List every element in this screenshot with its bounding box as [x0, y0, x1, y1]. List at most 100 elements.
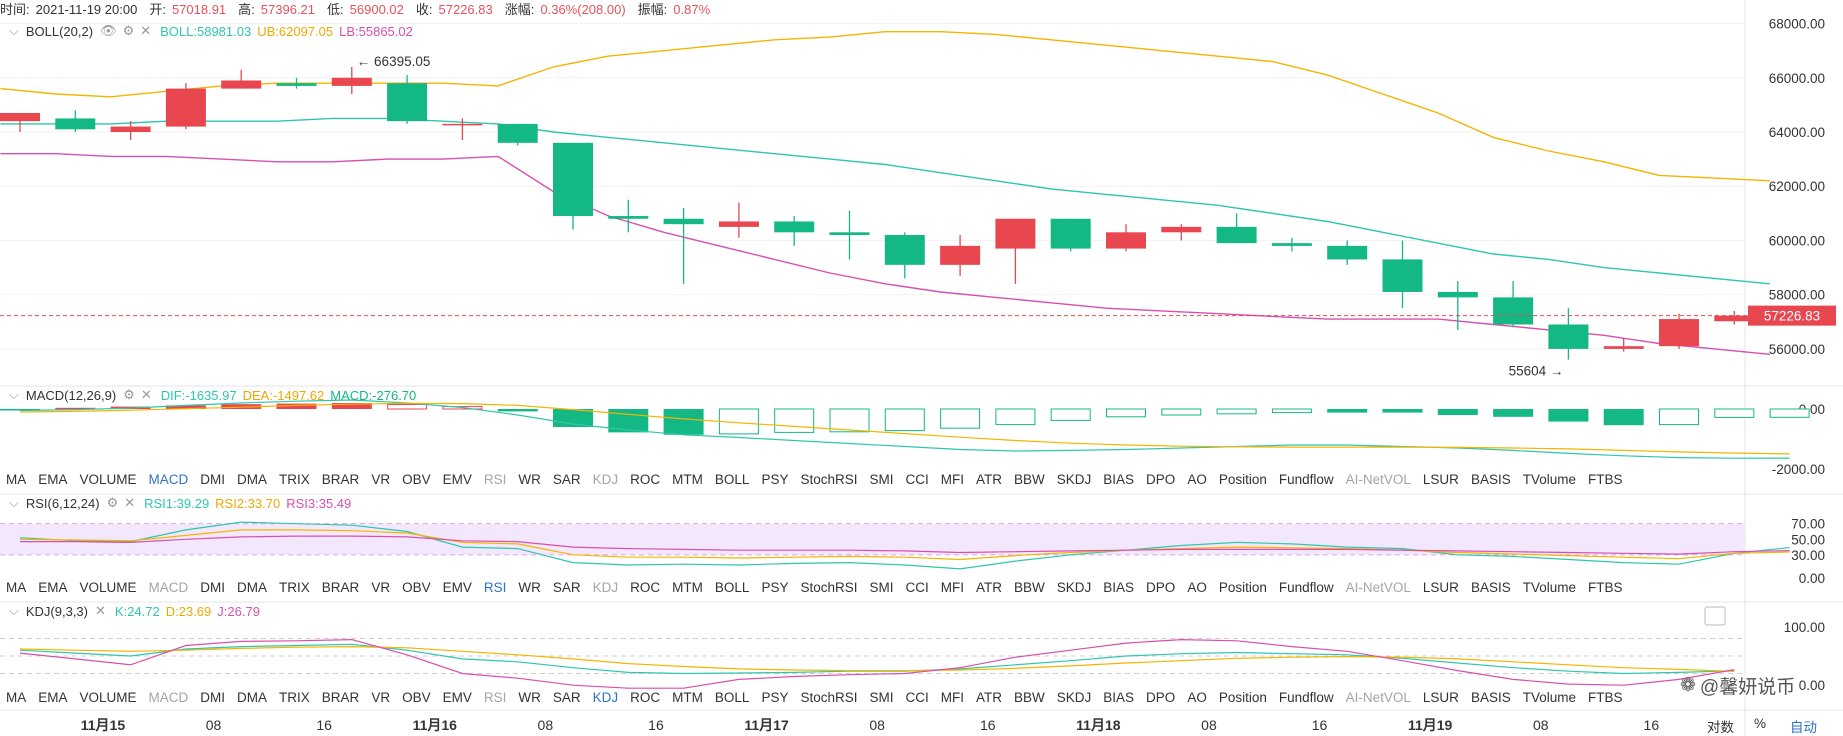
auto-scale-toggle[interactable]: 自动 — [1790, 720, 1817, 735]
tab-skdj[interactable]: SKDJ — [1056, 689, 1092, 705]
gear-icon[interactable]: ⚙ — [123, 387, 135, 402]
tab-obv[interactable]: OBV — [402, 689, 431, 705]
tab-wr[interactable]: WR — [518, 689, 541, 705]
tab-bias[interactable]: BIAS — [1103, 579, 1135, 595]
tab-ai-netvol[interactable]: AI-NetVOL — [1345, 471, 1411, 487]
tab-sar[interactable]: SAR — [552, 689, 581, 705]
tab-ma[interactable]: MA — [6, 471, 27, 487]
tab-bias[interactable]: BIAS — [1103, 689, 1135, 705]
tab-cci[interactable]: CCI — [905, 471, 929, 487]
tab-wr[interactable]: WR — [518, 471, 541, 487]
tab-macd[interactable]: MACD — [148, 689, 189, 705]
tab-kdj[interactable]: KDJ — [592, 471, 619, 487]
tab-psy[interactable]: PSY — [761, 579, 789, 595]
tab-atr[interactable]: ATR — [976, 471, 1002, 487]
tab-tvolume[interactable]: TVolume — [1522, 579, 1576, 595]
tab-position[interactable]: Position — [1218, 471, 1267, 487]
tab-mfi[interactable]: MFI — [940, 471, 964, 487]
tab-fundflow[interactable]: Fundflow — [1278, 471, 1334, 487]
tab-roc[interactable]: ROC — [630, 579, 661, 595]
tab-emv[interactable]: EMV — [442, 579, 472, 595]
tab-smi[interactable]: SMI — [869, 689, 894, 705]
tab-mtm[interactable]: MTM — [672, 579, 703, 595]
tab-ftbs[interactable]: FTBS — [1588, 579, 1623, 595]
tab-dma[interactable]: DMA — [237, 689, 268, 705]
tab-position[interactable]: Position — [1218, 689, 1267, 705]
tab-roc[interactable]: ROC — [630, 689, 661, 705]
collapse-chevron-icon[interactable]: ⌵ — [9, 387, 19, 402]
tab-rsi[interactable]: RSI — [483, 471, 507, 487]
eye-icon[interactable]: 👁 — [100, 23, 117, 38]
tab-volume[interactable]: VOLUME — [79, 689, 137, 705]
tab-boll[interactable]: BOLL — [714, 689, 750, 705]
collapse-chevron-icon[interactable]: ⌵ — [9, 495, 19, 510]
tab-trix[interactable]: TRIX — [279, 579, 310, 595]
tab-lsur[interactable]: LSUR — [1422, 471, 1459, 487]
tab-mtm[interactable]: MTM — [672, 689, 703, 705]
tab-stochrsi[interactable]: StochRSI — [800, 471, 858, 487]
tab-vr[interactable]: VR — [371, 689, 391, 705]
tab-dpo[interactable]: DPO — [1146, 689, 1176, 705]
tab-atr[interactable]: ATR — [976, 689, 1002, 705]
close-icon[interactable]: ✕ — [95, 603, 106, 618]
close-icon[interactable]: ✕ — [140, 23, 152, 38]
tab-rsi[interactable]: RSI — [483, 579, 507, 595]
tab-atr[interactable]: ATR — [976, 579, 1002, 595]
tab-boll[interactable]: BOLL — [714, 579, 750, 595]
tab-ao[interactable]: AO — [1187, 471, 1207, 487]
tab-ao[interactable]: AO — [1187, 579, 1207, 595]
tab-brar[interactable]: BRAR — [321, 471, 360, 487]
tab-stochrsi[interactable]: StochRSI — [800, 689, 858, 705]
tab-roc[interactable]: ROC — [630, 471, 661, 487]
tab-dmi[interactable]: DMI — [200, 689, 226, 705]
tab-mfi[interactable]: MFI — [940, 689, 964, 705]
tab-mfi[interactable]: MFI — [940, 579, 964, 595]
tab-basis[interactable]: BASIS — [1470, 471, 1511, 487]
tab-dmi[interactable]: DMI — [200, 471, 226, 487]
gear-icon[interactable]: ⚙ — [122, 23, 135, 38]
close-icon[interactable]: ✕ — [140, 387, 152, 402]
tab-ftbs[interactable]: FTBS — [1588, 471, 1623, 487]
tab-ao[interactable]: AO — [1187, 689, 1207, 705]
tab-cci[interactable]: CCI — [905, 579, 929, 595]
tab-macd[interactable]: MACD — [148, 471, 189, 487]
tab-ftbs[interactable]: FTBS — [1588, 689, 1623, 705]
gear-icon[interactable]: ⚙ — [106, 495, 119, 510]
tab-cci[interactable]: CCI — [905, 689, 929, 705]
close-icon[interactable]: ✕ — [124, 495, 136, 510]
tab-dma[interactable]: DMA — [237, 579, 268, 595]
tab-kdj[interactable]: KDJ — [592, 689, 619, 705]
log-scale-toggle[interactable]: 对数 — [1707, 720, 1734, 735]
tab-psy[interactable]: PSY — [761, 689, 789, 705]
tab-smi[interactable]: SMI — [869, 471, 894, 487]
tab-bbw[interactable]: BBW — [1014, 689, 1045, 705]
tab-lsur[interactable]: LSUR — [1422, 689, 1459, 705]
tab-sar[interactable]: SAR — [552, 471, 581, 487]
percent-scale-toggle[interactable]: % — [1754, 716, 1767, 731]
tab-dpo[interactable]: DPO — [1146, 579, 1176, 595]
tab-ai-netvol[interactable]: AI-NetVOL — [1345, 579, 1411, 595]
tab-dmi[interactable]: DMI — [200, 579, 226, 595]
tab-obv[interactable]: OBV — [402, 471, 431, 487]
tab-brar[interactable]: BRAR — [321, 689, 360, 705]
tab-dma[interactable]: DMA — [237, 471, 268, 487]
tab-basis[interactable]: BASIS — [1470, 579, 1511, 595]
tab-psy[interactable]: PSY — [761, 471, 789, 487]
tab-volume[interactable]: VOLUME — [79, 579, 137, 595]
tab-tvolume[interactable]: TVolume — [1522, 471, 1576, 487]
tab-brar[interactable]: BRAR — [321, 579, 360, 595]
tab-ai-netvol[interactable]: AI-NetVOL — [1345, 689, 1411, 705]
tab-ema[interactable]: EMA — [38, 579, 68, 595]
tab-vr[interactable]: VR — [371, 579, 391, 595]
tab-emv[interactable]: EMV — [442, 471, 472, 487]
tab-smi[interactable]: SMI — [869, 579, 894, 595]
tab-obv[interactable]: OBV — [402, 579, 431, 595]
tab-mtm[interactable]: MTM — [672, 471, 703, 487]
tab-trix[interactable]: TRIX — [279, 471, 310, 487]
collapse-chevron-icon[interactable]: ⌵ — [9, 603, 19, 618]
tab-boll[interactable]: BOLL — [714, 471, 750, 487]
tab-ma[interactable]: MA — [6, 689, 27, 705]
tab-sar[interactable]: SAR — [552, 579, 581, 595]
tab-wr[interactable]: WR — [518, 579, 541, 595]
